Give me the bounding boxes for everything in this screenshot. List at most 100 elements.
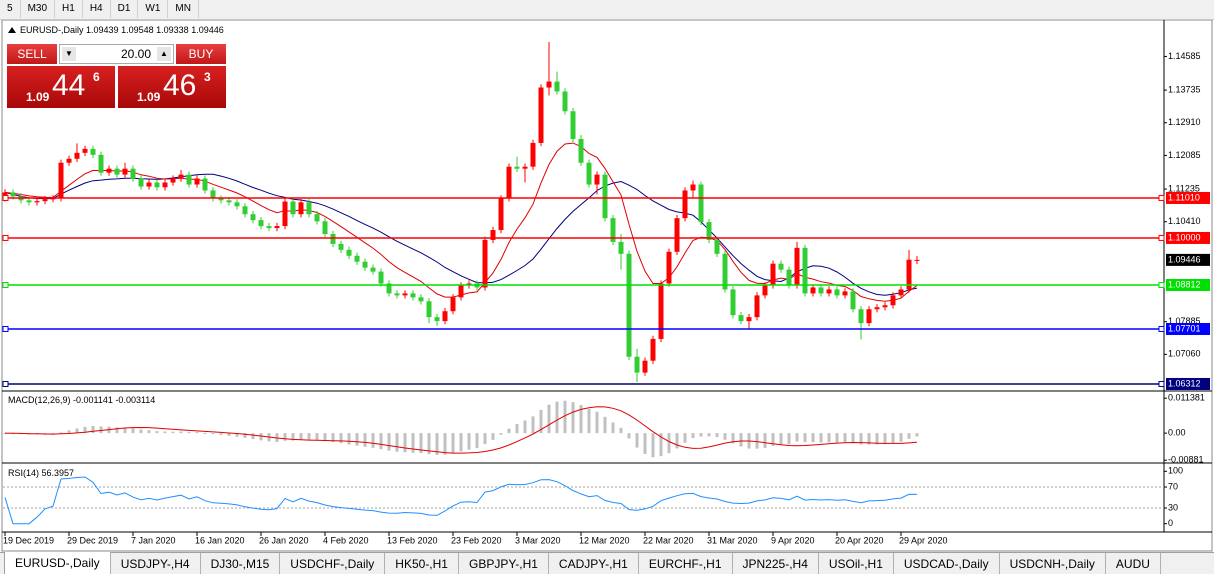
sell-price[interactable]: 1.09 44 6 — [7, 66, 115, 108]
timeframe-button[interactable]: D1 — [111, 0, 139, 18]
macd-bar — [771, 433, 775, 446]
macd-bar — [563, 400, 567, 434]
candle-body — [562, 91, 568, 112]
chart-tab[interactable]: DJ30-,M15 — [201, 553, 281, 574]
chart-tab[interactable]: GBPJPY-,H1 — [459, 553, 549, 574]
level-anchor — [1158, 282, 1165, 289]
macd-bar — [811, 433, 815, 443]
macd-bar — [915, 433, 919, 437]
level-label-box — [1166, 279, 1210, 292]
macd-bar — [91, 425, 95, 434]
candle-body — [418, 297, 424, 302]
macd-bar — [787, 433, 791, 445]
level-anchor — [1158, 234, 1165, 241]
lot-input[interactable]: ▼ 20.00 ▲ — [59, 44, 174, 64]
macd-bar — [603, 416, 607, 434]
timeframe-button[interactable]: H1 — [55, 0, 83, 18]
candle-body — [26, 200, 32, 203]
y-tick-label: 30 — [1168, 502, 1178, 512]
macd-bar — [523, 420, 527, 434]
macd-bar — [795, 433, 799, 442]
macd-bar — [187, 432, 191, 434]
macd-bar — [371, 433, 375, 448]
candle-body — [842, 291, 848, 296]
candle-body — [218, 198, 224, 201]
y-tick-label: 1.12085 — [1168, 150, 1201, 160]
lot-up[interactable]: ▲ — [157, 47, 171, 61]
candle-body — [370, 267, 376, 272]
buy-price[interactable]: 1.09 46 3 — [118, 66, 226, 108]
macd-bar — [203, 432, 207, 434]
y-tick-label: 1.10410 — [1168, 216, 1201, 226]
chart-tab[interactable]: AUDU — [1106, 553, 1161, 574]
macd-header: MACD(12,26,9) -0.001141 -0.003114 — [8, 395, 155, 405]
macd-bar — [483, 433, 487, 444]
candle-body — [690, 184, 696, 191]
candle-body — [258, 220, 264, 227]
macd-bar — [123, 427, 127, 434]
timeframe-button[interactable]: MN — [168, 0, 199, 18]
sell-button[interactable]: SELL — [7, 44, 57, 64]
candle-body — [898, 289, 904, 296]
candle-body — [530, 142, 536, 167]
macd-bar — [667, 433, 671, 454]
macd-bar — [627, 433, 631, 439]
macd-bar — [515, 424, 519, 434]
macd-bar — [355, 433, 359, 446]
x-tick-label: 20 Apr 2020 — [835, 535, 884, 545]
candle-body — [570, 111, 576, 139]
macd-bar — [115, 427, 119, 434]
macd-bar — [475, 433, 479, 449]
x-tick-label: 19 Dec 2019 — [3, 535, 54, 545]
chart-tab[interactable]: USDCAD-,Daily — [894, 553, 1000, 574]
candle-body — [490, 230, 496, 240]
macd-bar — [171, 431, 175, 434]
x-tick-label: 29 Dec 2019 — [67, 535, 118, 545]
macd-bar — [347, 433, 351, 445]
level-anchor — [2, 234, 9, 241]
timeframe-button[interactable]: M30 — [21, 0, 56, 18]
macd-bar — [131, 428, 135, 434]
chart-tab[interactable]: USDJPY-,H4 — [111, 553, 201, 574]
level-label-box — [1166, 377, 1210, 390]
chart-tab[interactable]: USDCNH-,Daily — [1000, 553, 1106, 574]
candle-body — [538, 87, 544, 143]
timeframe-toolbar: 5 M30 H1 H4 D1 W1 MN — [0, 0, 1214, 20]
candle-body — [98, 154, 104, 173]
candle-body — [434, 317, 440, 322]
chart-tab[interactable]: USDCHF-,Daily — [280, 553, 386, 574]
candle-body — [282, 201, 288, 227]
chart-tab[interactable]: USOil-,H1 — [819, 553, 894, 574]
timeframe-button[interactable]: 5 — [0, 0, 21, 18]
price-point: 6 — [93, 70, 100, 84]
close: 1.09446 — [191, 25, 224, 35]
macd-bar — [779, 433, 783, 445]
macd-main: -0.001141 — [73, 395, 113, 405]
chart-tab[interactable]: HK50-,H1 — [385, 553, 459, 574]
macd-bar — [715, 433, 719, 438]
candle-body — [578, 138, 584, 163]
lot-down[interactable]: ▼ — [62, 47, 76, 61]
timeframe-button[interactable]: H4 — [83, 0, 111, 18]
price-big: 1.09 — [26, 90, 50, 104]
macd-bar — [739, 433, 743, 447]
level-label-box — [1166, 322, 1210, 335]
level-anchor — [2, 325, 9, 332]
macd-bar — [867, 433, 871, 445]
macd-bar — [403, 433, 407, 453]
candle-body — [450, 297, 456, 312]
macd-bar — [803, 433, 807, 443]
y-tick-label: 1.11235 — [1168, 183, 1200, 193]
chart-tab[interactable]: EURCHF-,H1 — [639, 553, 733, 574]
macd-bar — [259, 433, 263, 441]
candle-body — [410, 293, 416, 298]
y-tick-label: 1.13735 — [1168, 84, 1201, 94]
level-anchor — [2, 282, 9, 289]
candle-body — [482, 239, 488, 288]
timeframe-button[interactable]: W1 — [138, 0, 169, 18]
chart-tab[interactable]: EURUSD-,Daily — [4, 552, 111, 574]
buy-button[interactable]: BUY — [176, 44, 226, 64]
chart-tab[interactable]: CADJPY-,H1 — [549, 553, 639, 574]
candle-body — [866, 309, 872, 324]
chart-tab[interactable]: JPN225-,H4 — [733, 553, 819, 574]
